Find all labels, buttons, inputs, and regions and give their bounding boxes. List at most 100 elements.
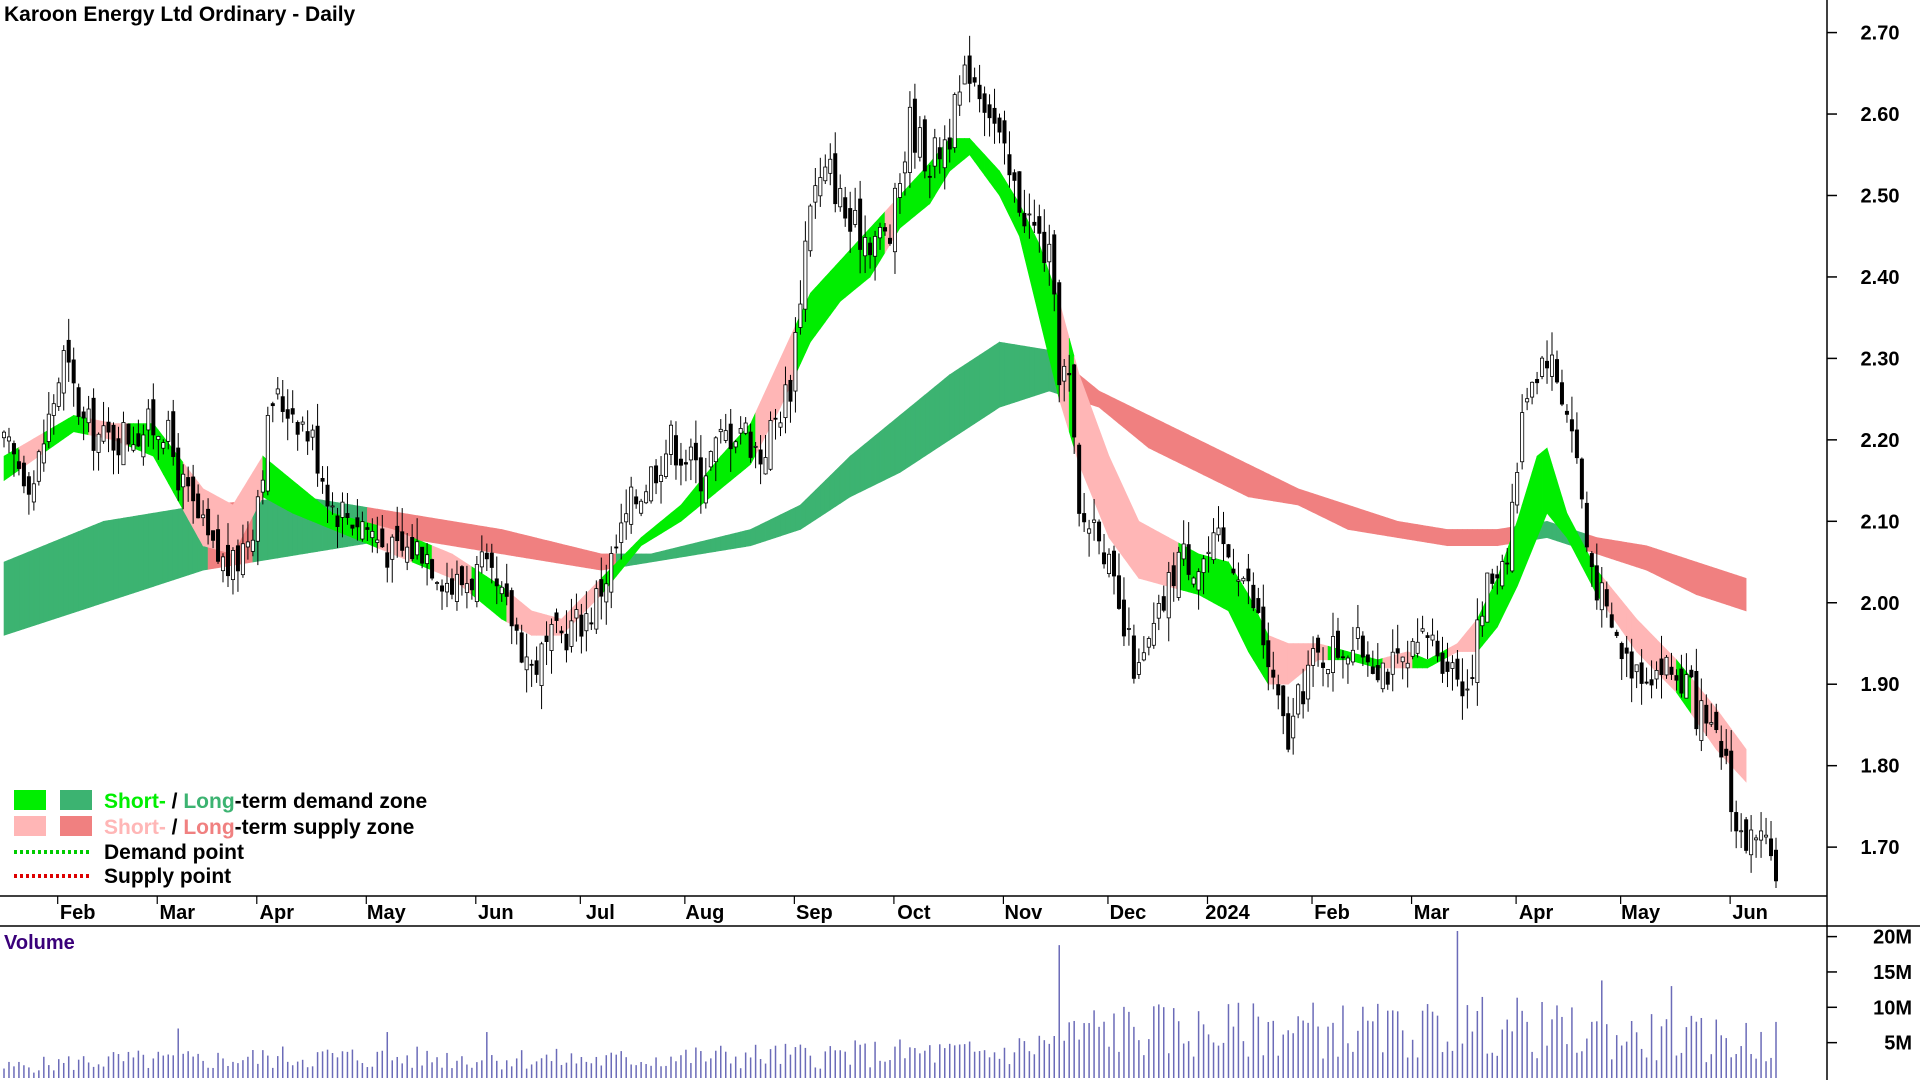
candle-body xyxy=(1057,282,1062,386)
long-term-zone-segment xyxy=(78,529,84,612)
long-term-zone-segment xyxy=(1501,527,1508,546)
long-term-zone-segment xyxy=(23,551,30,630)
long-term-zone-segment xyxy=(815,484,821,521)
candle-body xyxy=(459,566,464,586)
long-term-zone-segment xyxy=(1427,525,1433,544)
long-term-zone-segment xyxy=(1123,402,1130,433)
long-term-zone-segment xyxy=(48,541,55,622)
long-term-zone-segment xyxy=(1487,529,1493,547)
short-term-zone-segment xyxy=(1740,741,1747,783)
short-term-zone-segment xyxy=(526,606,532,636)
candle-body xyxy=(634,496,639,505)
long-term-zone-segment xyxy=(1496,528,1503,547)
candle-body xyxy=(350,524,355,529)
candle-body xyxy=(1554,359,1559,383)
long-term-zone-segment xyxy=(1203,441,1209,478)
short-term-zone-segment xyxy=(441,549,448,577)
candle-body xyxy=(972,77,977,83)
candle-body xyxy=(753,445,758,448)
long-term-zone-segment xyxy=(984,348,990,418)
short-term-zone-segment xyxy=(1208,556,1214,604)
candle-body xyxy=(166,419,171,442)
price-tick-label: 1.80 xyxy=(1861,756,1900,778)
candle-body xyxy=(1500,561,1505,587)
date-tick-label: Aug xyxy=(685,902,724,924)
long-term-zone-segment xyxy=(1029,346,1035,398)
short-term-zone-segment xyxy=(1123,488,1130,566)
candle-body xyxy=(977,84,982,100)
candle-body xyxy=(146,408,151,431)
candle-body xyxy=(1430,634,1435,641)
long-term-zone-segment xyxy=(1133,407,1140,441)
candle-body xyxy=(758,449,763,465)
candle-body xyxy=(176,447,181,491)
date-tick-label: Apr xyxy=(1519,902,1554,924)
long-term-zone-segment xyxy=(974,354,980,425)
candle-body xyxy=(1609,614,1614,628)
long-term-zone-segment xyxy=(13,555,20,633)
candle-body xyxy=(225,544,230,577)
long-term-zone-segment xyxy=(551,541,557,564)
candle-body xyxy=(360,521,365,540)
candle-body xyxy=(464,583,469,594)
candle-body xyxy=(1475,619,1480,683)
short-term-zone-segment xyxy=(277,467,284,509)
volume-title: Volume xyxy=(4,932,75,954)
candle-body xyxy=(788,379,793,402)
candle-body xyxy=(1564,410,1569,415)
short-term-zone-segment xyxy=(1735,734,1742,778)
long-term-zone-segment xyxy=(790,506,796,534)
date-tick-label: May xyxy=(367,902,407,924)
short-term-zone-segment xyxy=(342,515,348,537)
candle-body xyxy=(818,177,823,197)
long-term-zone-segment xyxy=(421,516,428,543)
short-term-zone-segment xyxy=(1521,488,1528,575)
short-term-zone-segment xyxy=(521,602,527,634)
candle-body xyxy=(1121,599,1126,637)
candle-body xyxy=(16,461,21,469)
candle-body xyxy=(1002,120,1007,144)
long-term-zone-segment xyxy=(924,390,931,457)
long-term-zone-segment xyxy=(1621,541,1627,565)
long-term-zone-segment xyxy=(461,522,468,549)
candle-body xyxy=(1241,577,1246,582)
long-term-zone-segment xyxy=(1661,550,1667,581)
candle-body xyxy=(703,475,708,504)
date-tick-label: Jun xyxy=(1732,902,1768,924)
short-term-zone-segment xyxy=(53,423,60,447)
candle-body xyxy=(1559,382,1564,405)
candle-body xyxy=(1181,543,1186,560)
long-term-zone-segment xyxy=(1183,432,1189,469)
short-term-zone-segment xyxy=(1118,477,1125,559)
candle-body xyxy=(235,545,240,572)
short-term-zone-segment xyxy=(1253,604,1259,669)
candle-body xyxy=(609,553,614,593)
candle-body xyxy=(937,147,942,160)
candle-body xyxy=(1126,628,1131,630)
long-term-zone-segment xyxy=(1253,466,1259,499)
candle-body xyxy=(1410,640,1415,657)
long-term-zone-segment xyxy=(272,498,279,560)
legend-demand-sep: / xyxy=(166,790,184,813)
candle-body xyxy=(1624,647,1629,654)
candle-body xyxy=(51,403,56,416)
long-term-zone-segment xyxy=(1671,553,1677,586)
long-term-zone-segment xyxy=(581,548,587,569)
long-term-zone-segment xyxy=(143,513,149,591)
candle-body xyxy=(1535,378,1540,384)
long-term-zone-segment xyxy=(426,516,433,543)
candle-body xyxy=(201,514,206,519)
candle-body xyxy=(922,119,927,172)
candle-body xyxy=(1759,830,1764,841)
candle-body xyxy=(1335,630,1340,658)
short-term-zone-segment xyxy=(1641,623,1647,663)
long-term-zone-segment xyxy=(1088,382,1095,407)
candle-body xyxy=(1709,722,1714,725)
short-term-zone-segment xyxy=(1108,456,1115,546)
candle-body xyxy=(345,513,350,518)
long-term-zone-segment xyxy=(1248,463,1254,499)
candle-body xyxy=(659,474,664,482)
candle-body xyxy=(255,496,260,542)
long-term-zone-segment xyxy=(1322,496,1329,521)
long-term-zone-segment xyxy=(153,511,159,587)
